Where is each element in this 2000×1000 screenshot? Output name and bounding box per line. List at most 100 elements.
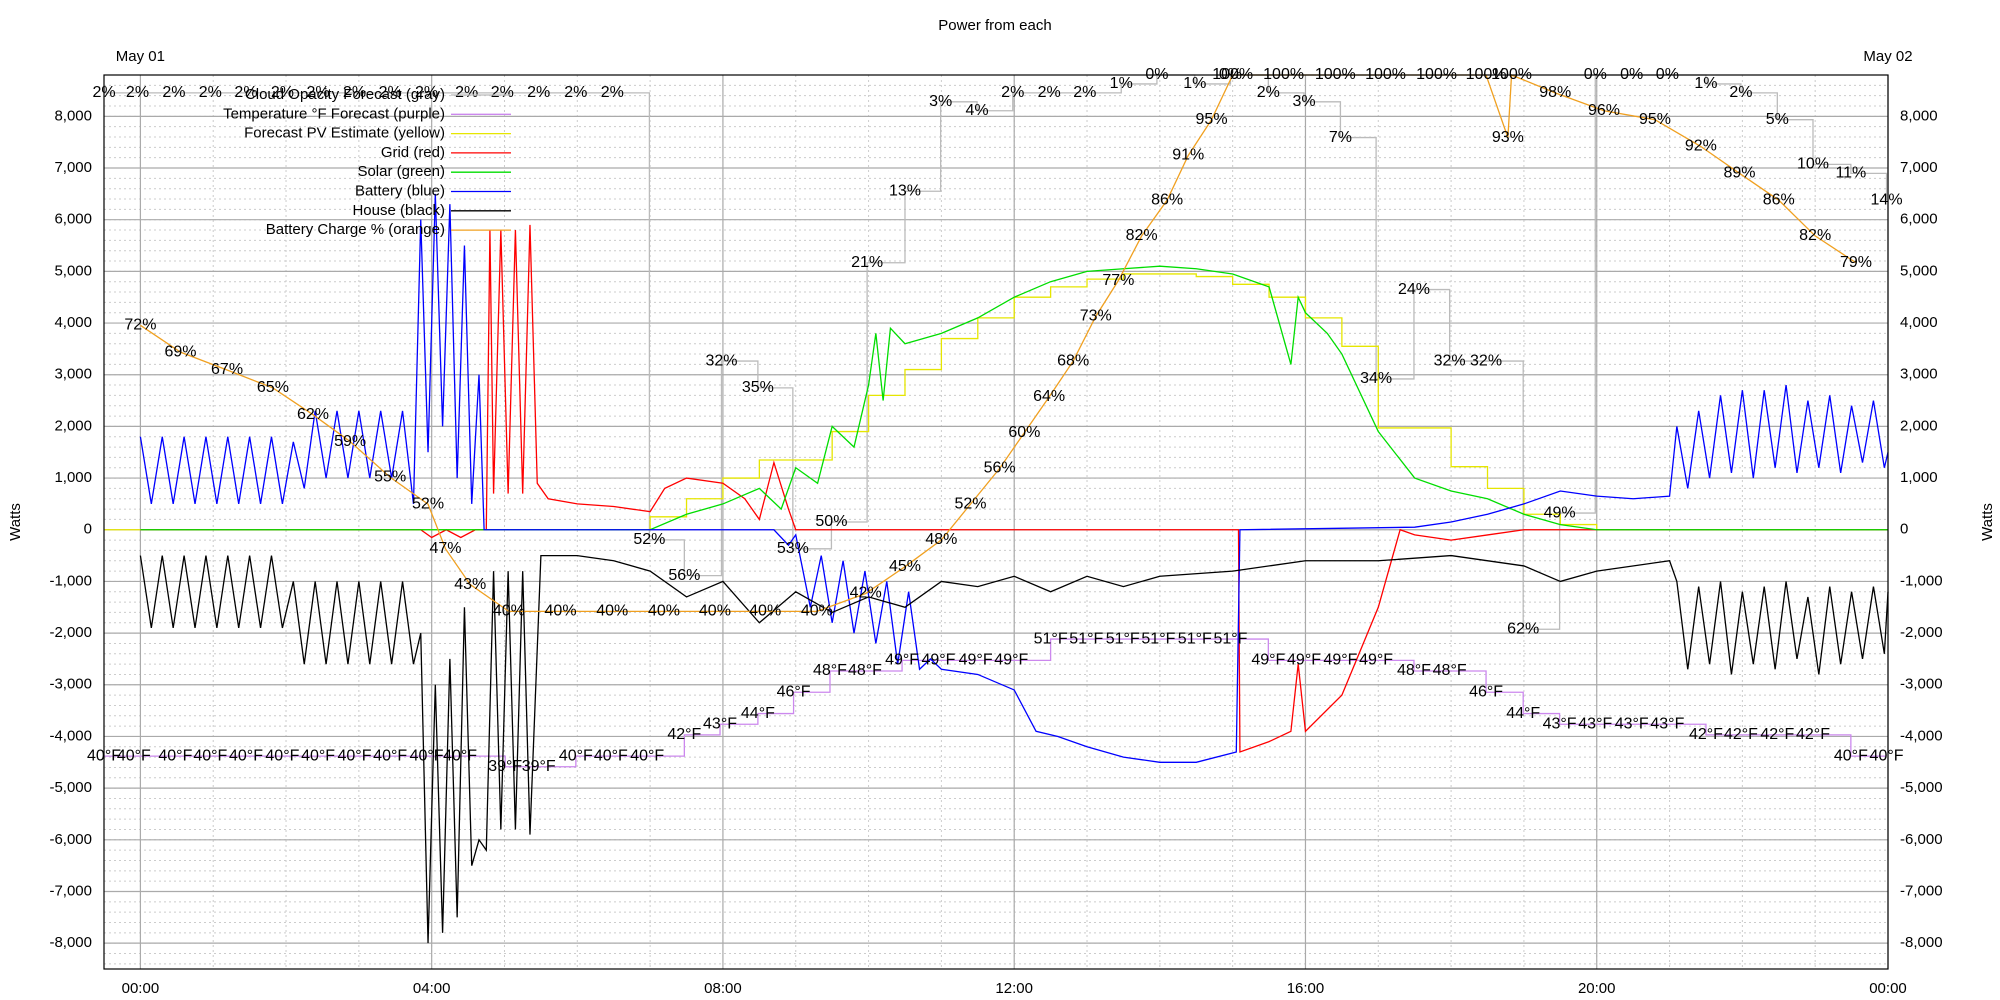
point-label: 40% [648,603,680,620]
y-tick-label: -5,000 [49,779,92,796]
y-tick-label: -1,000 [49,572,92,589]
point-label: 2% [491,84,514,101]
point-label: 48°F [813,662,847,679]
y2-tick-label: 5,000 [1900,262,1938,279]
point-label: 2% [1257,84,1280,101]
legend-label: Battery (blue) [355,182,445,199]
x-tick-label: 16:00 [1287,980,1325,997]
point-label: 40°F [1834,747,1868,764]
point-label: 68% [1057,352,1089,369]
y-tick-label: 3,000 [54,366,92,383]
point-label: 73% [1080,308,1112,325]
point-label: 59% [334,433,366,450]
legend-label: House (black) [352,202,445,219]
point-label: 44°F [741,705,775,722]
point-label: 40°F [158,747,192,764]
point-label: 10% [1797,156,1829,173]
point-label: 2% [199,84,222,101]
x-tick-label: 12:00 [995,980,1033,997]
point-label: 11% [1835,165,1866,182]
point-label: 55% [374,469,406,486]
point-label: 69% [164,343,196,360]
point-label: 49°F [1323,652,1357,669]
legend-label: Temperature °F Forecast (purple) [223,105,445,122]
y-tick-label: -4,000 [49,727,92,744]
point-label: 51°F [1106,630,1140,647]
series-line [139,193,1889,763]
point-label: 62% [297,406,329,423]
legend-label: Cloud Opacity Forecast (gray) [245,86,445,103]
point-label: 40°F [338,747,372,764]
series-line [140,74,1857,613]
point-label: 32% [1434,352,1466,369]
point-label: 51°F [1141,630,1175,647]
y2-tick-label: 7,000 [1900,159,1938,176]
legend-label: Grid (red) [381,144,445,161]
point-label: 2% [379,84,402,101]
point-label: 52% [954,495,986,512]
point-label: 5% [1766,111,1789,128]
y2-tick-label: 8,000 [1900,107,1938,124]
date-label: May 02 [1863,48,1912,65]
y-tick-label: -7,000 [49,882,92,899]
x-tick-label: 20:00 [1578,980,1616,997]
point-label: 48% [925,531,957,548]
point-label: 49°F [1359,652,1393,669]
point-label: 43°F [1578,715,1612,732]
point-label: 2% [343,84,366,101]
point-label: 2% [1038,84,1061,101]
point-label: 48°F [1433,662,1467,679]
point-label: 2% [271,84,294,101]
point-label: 39°F [488,758,522,775]
point-label: 40°F [410,747,444,764]
point-label: 40°F [301,747,335,764]
axes: -8,000 -8,000 -7,000 -7,000 -6,000 -6,000 -5,0… [7,48,1996,997]
legend-label: Forecast PV Estimate (yellow) [244,125,445,142]
point-label: 49°F [885,652,919,669]
point-label: 34% [1360,370,1392,387]
point-label: 56% [668,567,700,584]
series-line [140,265,1888,531]
point-label: 64% [1033,388,1065,405]
point-label: 93% [1492,129,1524,146]
point-label: 43°F [1543,715,1577,732]
point-label: 39°F [522,758,556,775]
point-label: 48°F [1397,662,1431,679]
y-tick-label: 0 [84,521,92,538]
point-label: 40% [749,603,781,620]
point-label: 4% [966,102,989,119]
point-label: 95% [1639,111,1671,128]
point-label: 2% [601,84,624,101]
y-axis-label: Watts [7,503,24,541]
point-label: 43°F [1615,715,1649,732]
point-label: 40°F [1870,747,1904,764]
date-label: May 01 [116,48,165,65]
point-label: 14% [1871,191,1903,208]
y2-tick-label: 1,000 [1900,469,1938,486]
point-label: 1% [1110,75,1133,92]
point-label: 35% [742,379,774,396]
y-tick-label: 4,000 [54,314,92,331]
plot-frame [103,74,1889,970]
point-label: 49°F [1287,652,1321,669]
point-label: 44°F [1506,705,1540,722]
y-tick-label: 5,000 [54,262,92,279]
point-label: 40°F [443,747,477,764]
point-label: 40% [699,603,731,620]
point-label: 86% [1151,191,1183,208]
point-label: 40% [596,603,628,620]
x-tick-label: 00:00 [1869,980,1907,997]
point-label: 56% [984,460,1016,477]
point-label: 67% [211,361,243,378]
point-label: 42°F [1689,726,1723,743]
y2-tick-label: -8,000 [1900,934,1943,951]
point-label: 2% [455,84,478,101]
series-line [140,224,1888,753]
point-label: 62% [1507,620,1539,637]
point-label: 49°F [959,652,993,669]
point-label: 79% [1840,254,1872,271]
y-tick-label: 7,000 [54,159,92,176]
